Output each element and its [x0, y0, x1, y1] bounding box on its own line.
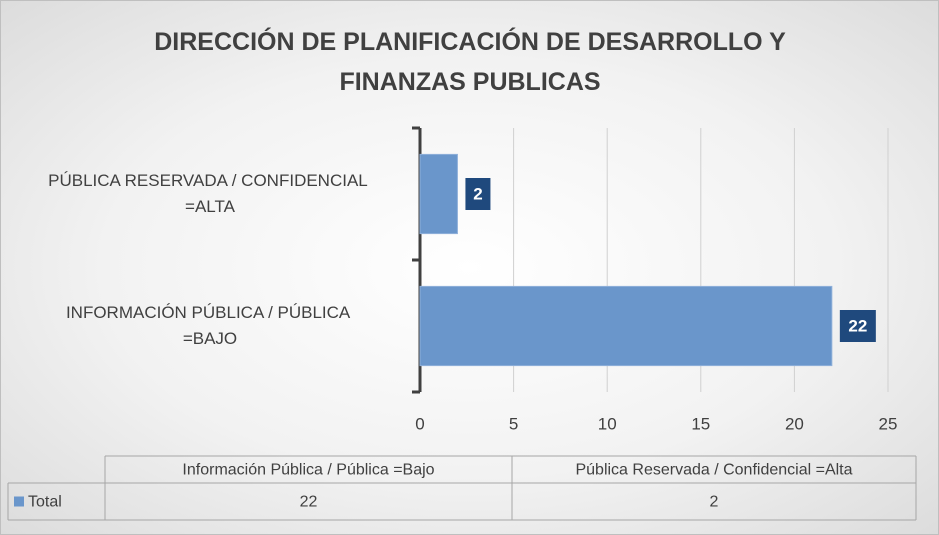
bar	[419, 153, 458, 235]
x-tick-label: 20	[785, 414, 804, 433]
x-tick-label: 15	[691, 414, 710, 433]
table-cell: 2	[710, 494, 719, 511]
x-tick-label: 0	[415, 414, 424, 433]
x-tick-label: 5	[509, 414, 518, 433]
y-tick-label: INFORMACIÓN PÚBLICA / PÚBLICA =BAJO	[66, 303, 354, 348]
bar	[419, 285, 833, 367]
legend-label: Total	[28, 494, 62, 511]
label-line: PÚBLICA RESERVADA / CONFIDENCIAL	[48, 171, 372, 190]
label-line: =BAJO	[183, 329, 237, 348]
y-tick-label: PÚBLICA RESERVADA / CONFIDENCIAL =ALTA	[48, 171, 372, 216]
data-label-box	[465, 178, 491, 210]
x-tick-label: 10	[598, 414, 617, 433]
table-header: Pública Reservada / Confidencial =Alta	[575, 462, 852, 479]
x-tick-label: 25	[879, 414, 898, 433]
data-label-box	[839, 310, 876, 342]
label-line: =ALTA	[185, 197, 236, 216]
data-label: 2	[473, 184, 482, 203]
chart-title: DIRECCIÓN DE PLANIFICACIÓN DE DESARROLLO…	[154, 28, 786, 96]
data-label: 22	[848, 316, 867, 335]
label-line: INFORMACIÓN PÚBLICA / PÚBLICA	[66, 303, 354, 322]
table-cell: 22	[300, 494, 318, 511]
legend-key	[14, 496, 24, 507]
table-header: Información Pública / Pública =Bajo	[182, 462, 434, 479]
